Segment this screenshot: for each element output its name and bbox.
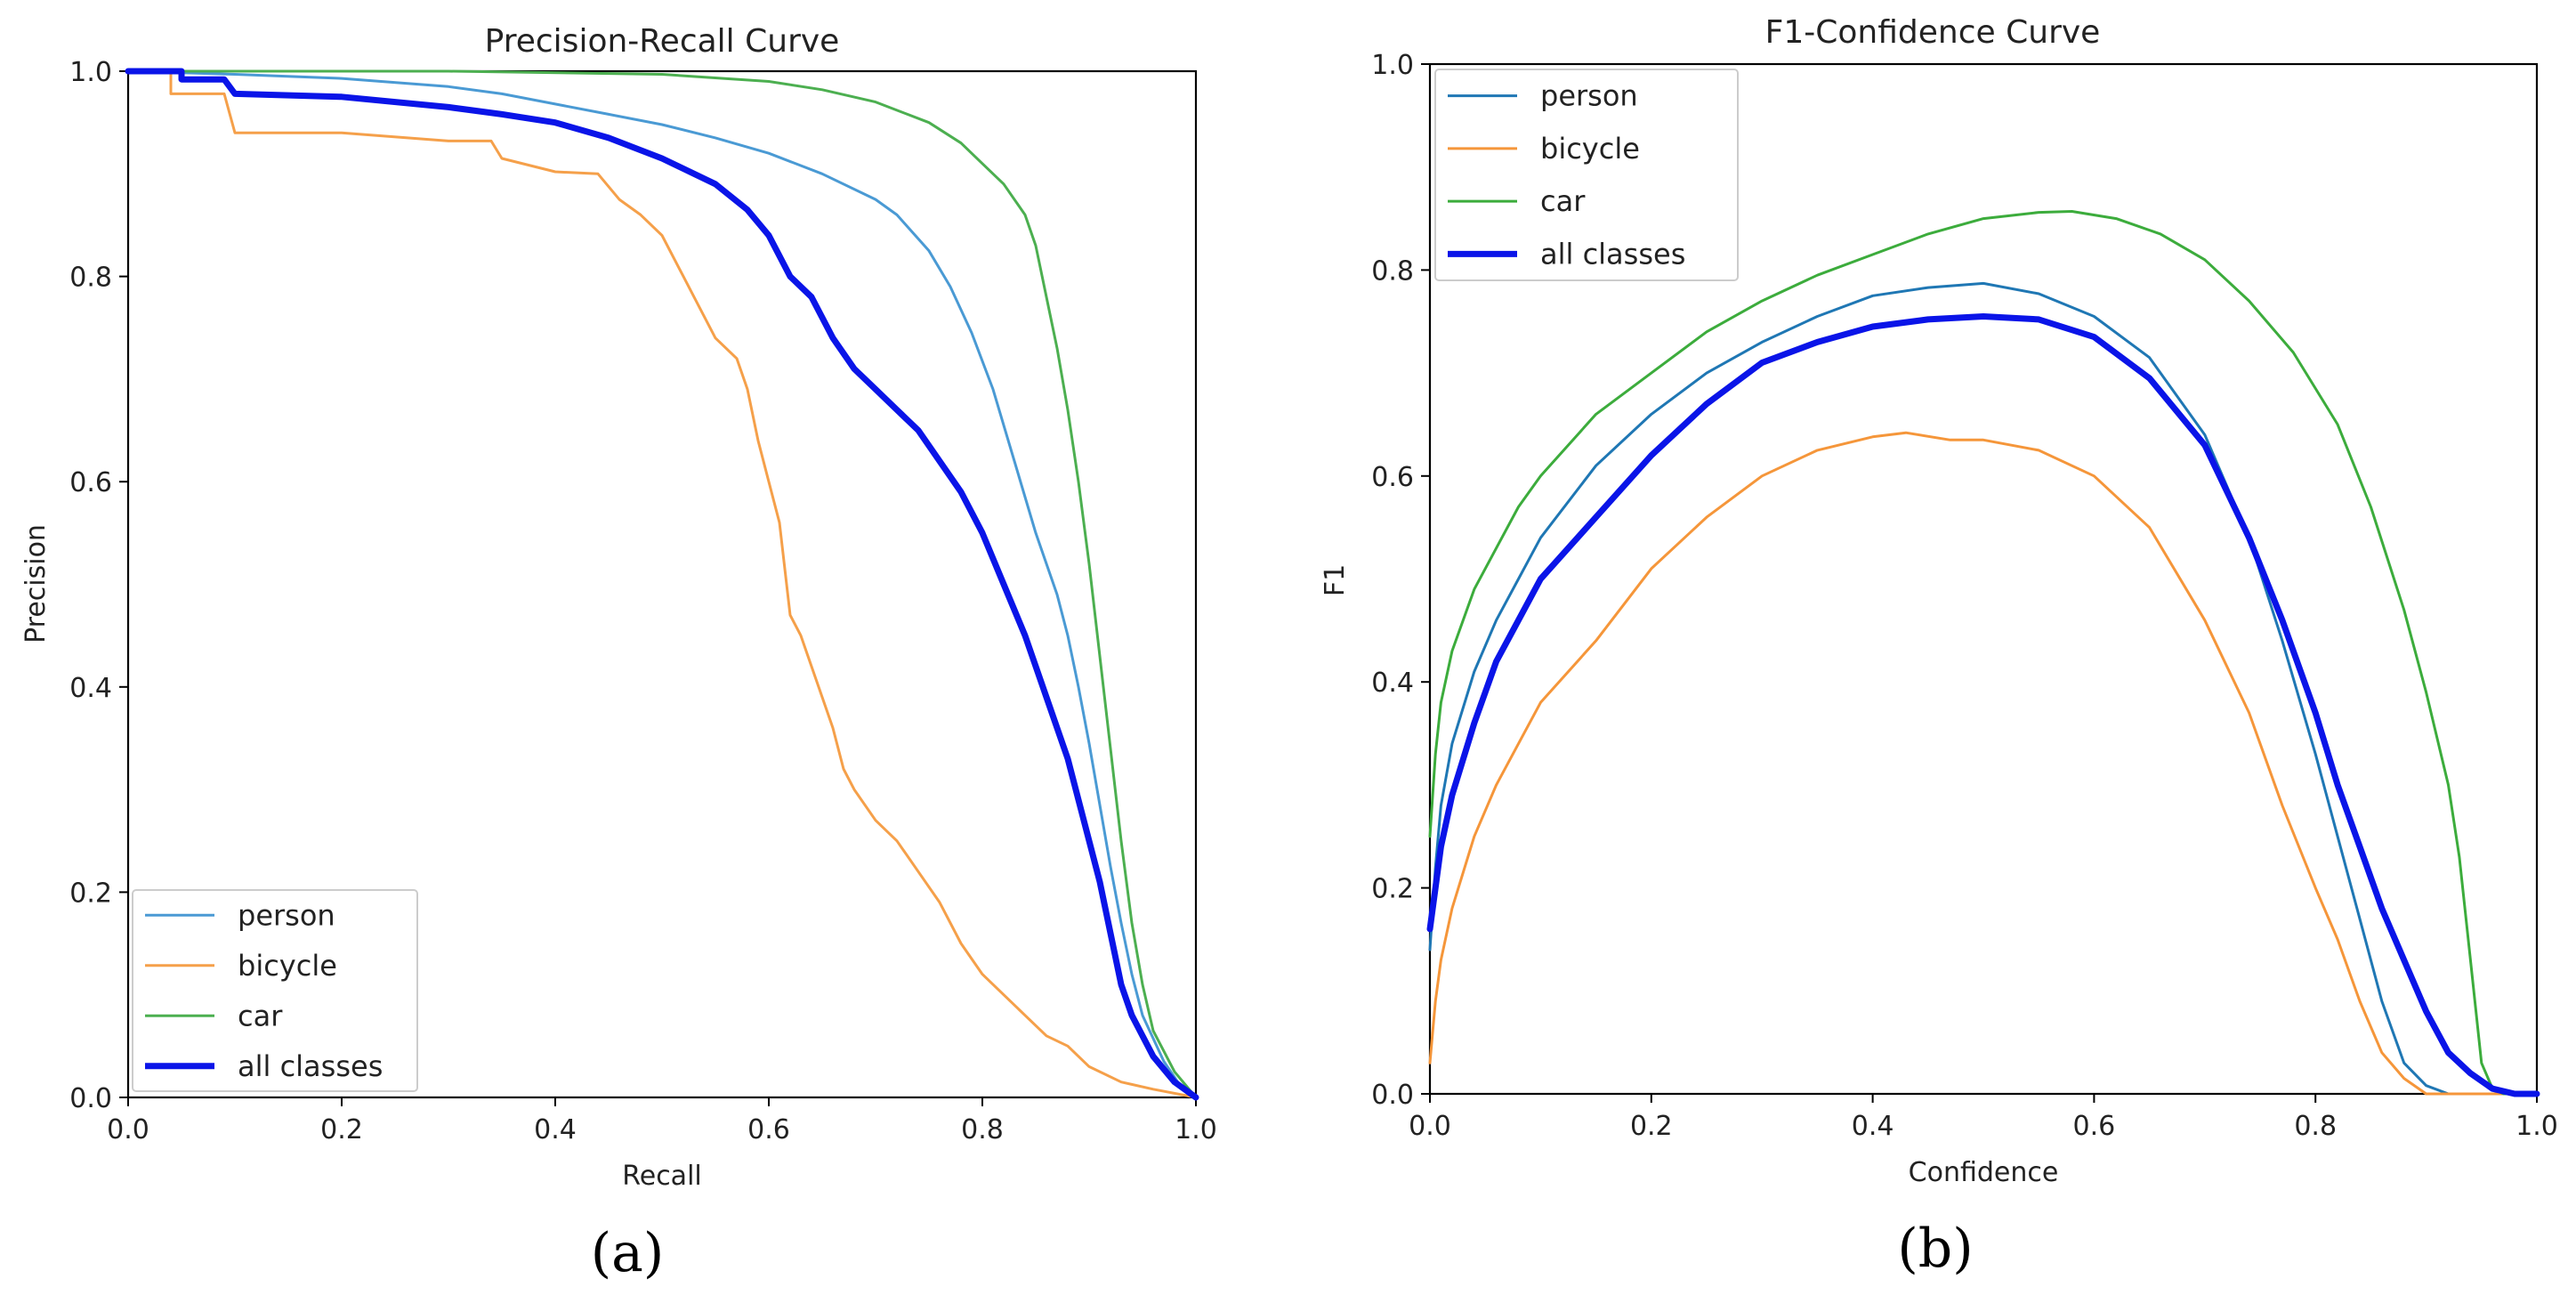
pr-legend-label-bicycle: bicycle bbox=[238, 949, 337, 983]
pr-series-line-person bbox=[126, 69, 1198, 1099]
pr-x-tick-label-5: 1.0 bbox=[1175, 1114, 1217, 1145]
f1-plot-frame bbox=[1428, 62, 2539, 1096]
pr-x-tick-label-0: 0.0 bbox=[107, 1114, 149, 1145]
pr-series-line-car bbox=[126, 69, 1198, 1099]
pr-y-axis-label: Precision bbox=[20, 524, 52, 643]
f1-legend-label-bicycle: bicycle bbox=[1540, 132, 1640, 166]
pr-series-line-bicycle bbox=[126, 69, 1198, 1099]
pr-legend-label-all-classes: all classes bbox=[238, 1049, 383, 1083]
pr-x-axis-label: Recall bbox=[622, 1161, 702, 1192]
f1-y-tick-label-0: 0.0 bbox=[1371, 1080, 1414, 1111]
pr-legend: person bicycle car all classes bbox=[132, 889, 418, 1092]
pr-x-tick-label-4: 0.8 bbox=[961, 1114, 1004, 1145]
pr-y-tick-label-5: 1.0 bbox=[69, 57, 112, 88]
f1-x-tick-label-2: 0.4 bbox=[1852, 1111, 1894, 1142]
pr-y-tick-label-4: 0.8 bbox=[69, 263, 112, 294]
pr-x-tick-label-3: 0.6 bbox=[747, 1114, 790, 1145]
f1-series-line-all-classes bbox=[1426, 313, 2540, 1097]
pr-series-line-all-classes bbox=[125, 68, 1199, 1101]
f1-series-line-car bbox=[1428, 210, 2539, 1096]
f1-y-tick-label-5: 1.0 bbox=[1371, 50, 1414, 81]
f1-ticks: 0.0 0.2 0.4 0.6 0.8 1.0 0.0 0.2 0.4 0.6 0.8 1.0 bbox=[1371, 50, 2558, 1142]
pr-y-tick-label-3: 0.6 bbox=[69, 467, 112, 498]
f1-y-tick-label-4: 0.8 bbox=[1371, 255, 1414, 287]
pr-y-tick-label-0: 0.0 bbox=[69, 1083, 112, 1114]
f1-series-lines bbox=[1426, 210, 2540, 1097]
pr-series-lines bbox=[125, 68, 1199, 1101]
pr-x-tick-label-2: 0.4 bbox=[534, 1114, 577, 1145]
f1-y-tick-label-3: 0.6 bbox=[1371, 462, 1414, 493]
f1-x-tick-label-4: 0.8 bbox=[2294, 1111, 2337, 1142]
f1-y-tick-label-1: 0.2 bbox=[1371, 874, 1414, 905]
pr-legend-label-person: person bbox=[238, 898, 335, 932]
pr-ticks: 0.0 0.2 0.4 0.6 0.8 1.0 0.0 0.2 0.4 0.6 0.8 1.0 bbox=[69, 57, 1217, 1145]
pr-y-tick-label-1: 0.2 bbox=[69, 878, 112, 909]
pr-legend-label-car: car bbox=[238, 999, 283, 1032]
f1-x-tick-label-3: 0.6 bbox=[2073, 1111, 2116, 1142]
pr-x-tick-label-1: 0.2 bbox=[320, 1114, 363, 1145]
f1-y-tick-label-2: 0.4 bbox=[1371, 668, 1414, 699]
pr-curve-panel: Precision-Recall Curve 0.0 0.2 0.4 0.6 0.8 1.… bbox=[20, 23, 1217, 1284]
f1-legend-box bbox=[1434, 69, 1739, 281]
f1-chart-title: F1-Confidence Curve bbox=[1765, 14, 2101, 51]
f1-series-line-person bbox=[1428, 281, 2539, 1096]
f1-x-tick-label-0: 0.0 bbox=[1409, 1111, 1451, 1142]
f1-y-axis-label: F1 bbox=[1320, 564, 1351, 596]
f1-x-tick-label-1: 0.2 bbox=[1630, 1111, 1673, 1142]
pr-chart-title: Precision-Recall Curve bbox=[485, 23, 840, 60]
f1-x-tick-label-5: 1.0 bbox=[2515, 1111, 2558, 1142]
f1-curve-panel: F1-Confidence Curve 0.0 0.2 0.4 0.6 0.8 1.00.… bbox=[1320, 14, 2558, 1280]
f1-series-line-bicycle bbox=[1428, 431, 2539, 1096]
pr-plot-frame bbox=[126, 69, 1198, 1099]
f1-panel-label: (b) bbox=[1897, 1218, 1973, 1280]
f1-legend-label-all-classes: all classes bbox=[1540, 237, 1685, 271]
pr-panel-label: (a) bbox=[591, 1222, 665, 1284]
f1-legend-label-car: car bbox=[1540, 184, 1586, 218]
pr-y-tick-label-2: 0.4 bbox=[69, 673, 112, 704]
f1-legend-label-person: person bbox=[1540, 79, 1638, 113]
pr-legend-box bbox=[132, 889, 418, 1092]
f1-legend: person bicycle car all classes bbox=[1434, 69, 1739, 281]
f1-x-axis-label: Confidence bbox=[1909, 1157, 2059, 1188]
